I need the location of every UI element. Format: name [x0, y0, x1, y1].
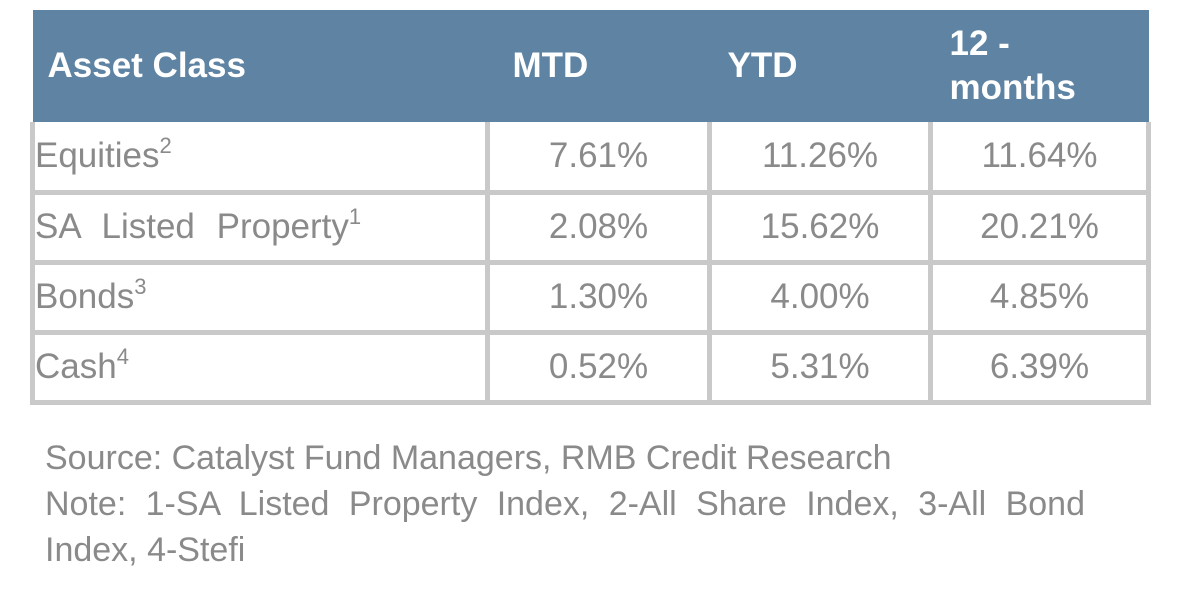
- asset-name: Bonds: [35, 277, 135, 316]
- header-12-months: 12 - months: [930, 10, 1149, 122]
- ytd-value: 4.00%: [707, 259, 933, 335]
- ytd-value: 11.26%: [707, 122, 933, 195]
- header-mtd: MTD: [487, 10, 710, 122]
- 12-months-value: 6.39%: [928, 329, 1151, 405]
- table-header-row: Asset Class MTD YTD 12 - months: [32, 10, 1149, 122]
- asset-label-equities: Equities2: [30, 122, 490, 195]
- asset-label-sa-listed-property: SA Listed Property1: [30, 189, 490, 265]
- table-row-equities: Equities2 7.61% 11.26% 11.64%: [30, 122, 1151, 195]
- header-asset-class: Asset Class: [32, 10, 488, 122]
- note-line: Note: 1-SA Listed Property Index, 2-All …: [45, 484, 1085, 569]
- 12-months-value: 4.85%: [928, 259, 1151, 335]
- asset-name: SA Listed Property: [35, 207, 349, 246]
- footnote-ref: 1: [348, 204, 362, 229]
- table-row-sa-listed-property: SA Listed Property1 2.08% 15.62% 20.21%: [30, 189, 1151, 265]
- mtd-value: 0.52%: [485, 329, 712, 405]
- ytd-value: 5.31%: [707, 329, 933, 405]
- table-row-bonds: Bonds3 1.30% 4.00% 4.85%: [30, 259, 1151, 335]
- 12-months-value: 20.21%: [928, 189, 1151, 265]
- asset-name: Equities: [35, 135, 160, 175]
- ytd-value: 15.62%: [707, 189, 933, 265]
- asset-label-bonds: Bonds3: [30, 259, 490, 335]
- mtd-value: 1.30%: [485, 259, 712, 335]
- footnote-ref: 4: [116, 344, 129, 369]
- asset-name: Cash: [35, 347, 117, 386]
- footnote-ref: 2: [159, 132, 172, 158]
- mtd-value: 7.61%: [485, 122, 712, 195]
- footnote-ref: 3: [134, 274, 147, 299]
- header-ytd: YTD: [709, 10, 931, 122]
- asset-label-cash: Cash4: [30, 329, 490, 405]
- 12-months-value: 11.64%: [928, 122, 1151, 195]
- source-line: Source: Catalyst Fund Managers, RMB Cred…: [45, 438, 892, 477]
- footer-notes: Source: Catalyst Fund Managers, RMB Cred…: [45, 435, 1085, 573]
- table-row-cash: Cash4 0.52% 5.31% 6.39%: [30, 329, 1151, 405]
- asset-returns-table: Asset Class MTD YTD 12 - months Equities…: [30, 10, 1151, 405]
- mtd-value: 2.08%: [485, 189, 712, 265]
